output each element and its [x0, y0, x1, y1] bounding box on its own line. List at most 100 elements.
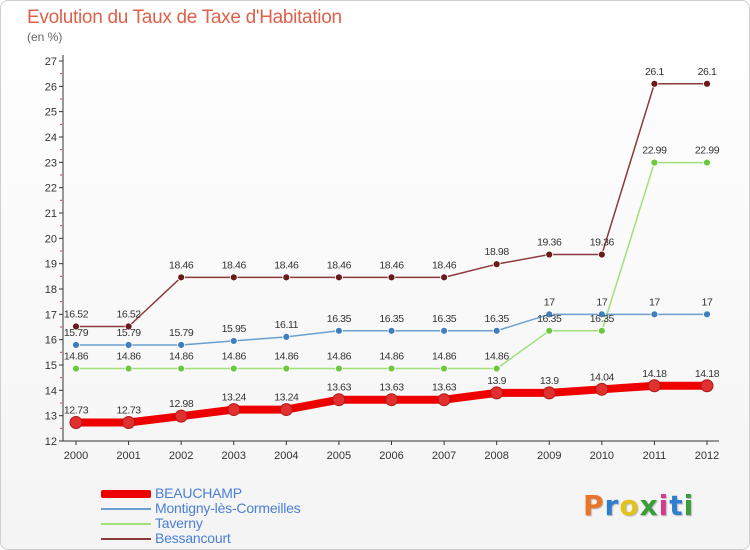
data-point	[332, 393, 346, 407]
data-point	[282, 273, 291, 282]
logo-letter: r	[604, 489, 620, 522]
data-point	[597, 310, 606, 319]
data-point	[650, 310, 659, 319]
data-label: 12.98	[169, 398, 194, 410]
x-tick-label: 2007	[432, 450, 456, 462]
data-point	[387, 364, 396, 373]
data-label: 14.04	[590, 371, 615, 383]
data-point	[124, 341, 133, 349]
data-point	[72, 322, 80, 331]
chart-subtitle: (en %)	[27, 30, 63, 44]
x-tick-label: 2003	[222, 450, 246, 462]
data-label: 13.9	[540, 375, 559, 387]
data-label: 14.86	[379, 351, 404, 363]
y-tick-label: 13	[45, 411, 57, 423]
legend-label: Montigny-lès-Cormeilles	[155, 500, 301, 516]
data-label: 15.95	[222, 323, 247, 335]
data-label: 14.86	[327, 351, 352, 363]
data-label: 13.24	[274, 392, 299, 404]
data-label: 17	[596, 296, 607, 308]
data-point	[647, 379, 661, 393]
y-tick-label: 12	[45, 436, 57, 448]
data-label: 14.86	[169, 351, 194, 363]
logo-letter: o	[619, 489, 640, 522]
legend-swatch	[101, 522, 151, 525]
data-point	[229, 337, 238, 345]
data-point	[124, 322, 133, 331]
data-label: 16.35	[327, 313, 352, 325]
x-tick-label: 2011	[643, 450, 667, 462]
x-tick-label: 2002	[169, 450, 193, 462]
data-label: 18.98	[485, 246, 510, 258]
data-label: 18.46	[432, 259, 457, 271]
axes: 12 13 14 15 16 17 18 19 20 21 22 23 24 25 26 27 2000 2001…	[45, 55, 719, 462]
data-label: 13.63	[379, 382, 404, 394]
data-label: 16.11	[275, 319, 299, 331]
data-point	[177, 364, 186, 373]
y-tick-label: 22	[45, 183, 57, 195]
data-point	[440, 364, 448, 373]
data-point	[282, 364, 291, 373]
data-label: 12.73	[116, 405, 141, 417]
data-point	[387, 273, 396, 282]
y-tick-label: 27	[45, 56, 57, 68]
data-label: 16.35	[537, 313, 562, 325]
series-line-bessancourt	[75, 83, 708, 328]
x-tick-label: 2001	[116, 450, 140, 462]
data-label: 18.46	[169, 259, 194, 271]
data-label: 16.35	[432, 313, 457, 325]
x-tick-label: 2006	[379, 450, 403, 462]
data-point	[227, 403, 241, 417]
x-tick-label: 2004	[274, 450, 298, 462]
x-tick-label: 2008	[484, 450, 508, 462]
data-label: 15.79	[116, 327, 141, 339]
data-label: 18.46	[327, 259, 352, 271]
legend-item-bessancourt: Bessancourt	[101, 531, 301, 546]
data-point	[492, 364, 501, 373]
data-label: 13.24	[222, 392, 247, 404]
data-point	[650, 158, 659, 167]
data-label: 16.35	[590, 313, 615, 325]
y-tick-label: 20	[45, 233, 57, 245]
data-label: 14.86	[222, 351, 247, 363]
data-point	[122, 416, 136, 430]
data-label: 15.79	[64, 327, 89, 339]
data-point	[542, 386, 556, 400]
data-point	[650, 79, 659, 88]
data-point	[703, 79, 711, 88]
data-label: 13.9	[487, 375, 506, 387]
y-tick-label: 14	[45, 385, 57, 397]
legend-label: Taverny	[155, 515, 203, 531]
x-tick-label: 2012	[695, 450, 719, 462]
x-tick-label: 2005	[327, 450, 351, 462]
data-label: 17	[649, 296, 660, 308]
y-tick-label: 21	[45, 208, 57, 220]
data-point	[335, 326, 343, 335]
data-label: 18.46	[274, 259, 299, 271]
data-label: 14.86	[274, 351, 299, 363]
data-label: 18.46	[379, 259, 404, 271]
logo-letter: x	[639, 489, 659, 522]
proxiti-logo: Proxiti	[583, 489, 694, 522]
logo-letter: t	[669, 489, 684, 522]
legend-item-beauchamp: BEAUCHAMP	[101, 486, 301, 501]
data-point	[174, 409, 188, 423]
data-label: 17	[702, 296, 713, 308]
data-label: 19.36	[590, 237, 615, 249]
data-point	[597, 326, 606, 335]
data-point	[440, 326, 448, 335]
data-label: 12.73	[64, 405, 89, 417]
data-point	[440, 273, 448, 282]
data-labels: 12.73 12.73 12.98 13.24 13.24 13.63 13.63 13.63…	[64, 66, 720, 417]
series-layer	[69, 79, 714, 430]
legend-swatch	[101, 507, 151, 510]
data-point	[387, 326, 396, 335]
data-point	[545, 250, 554, 259]
data-point	[703, 310, 711, 319]
data-label: 14.86	[485, 351, 510, 363]
legend: BEAUCHAMP Montigny-lès-Cormeilles Tavern…	[101, 486, 301, 546]
y-tick-label: 15	[45, 360, 57, 372]
y-tick-label: 25	[45, 107, 57, 119]
data-label: 14.18	[642, 368, 667, 380]
